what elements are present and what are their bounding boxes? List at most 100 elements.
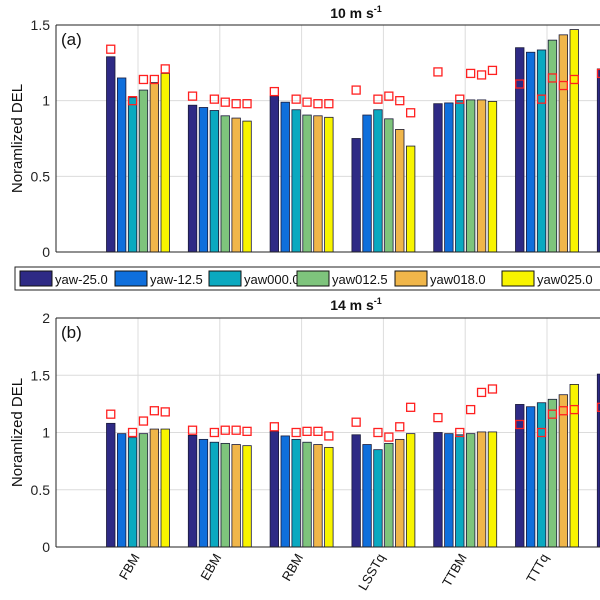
reference-marker — [313, 426, 323, 437]
reference-marker — [433, 412, 443, 423]
reference-marker — [127, 427, 138, 438]
reference-marker — [231, 425, 241, 435]
reference-marker — [395, 422, 405, 432]
chart-title-superscript: -1 — [374, 4, 382, 14]
reference-marker — [220, 97, 230, 107]
y-tick-label: 0 — [42, 244, 50, 260]
x-tick-label: RBM — [279, 551, 306, 584]
bar-yaw-12.5 — [444, 433, 454, 548]
bar-yaw018.0 — [149, 428, 160, 548]
y-tick-label: 0.5 — [31, 482, 51, 498]
bar-yaw-25.0 — [269, 95, 280, 253]
reference-marker — [291, 94, 301, 104]
reference-marker — [455, 94, 465, 104]
bar-yaw025.0 — [569, 384, 579, 548]
y-tick-label: 1 — [42, 93, 50, 109]
bar-yaw012.5 — [465, 433, 476, 548]
reference-marker — [547, 409, 558, 419]
bar-yaw000.0 — [536, 49, 547, 253]
reference-marker — [536, 427, 547, 438]
reference-marker — [302, 426, 312, 437]
reference-marker — [149, 406, 160, 416]
bar-yaw000.0 — [536, 402, 547, 548]
bar-yaw012.5 — [220, 115, 230, 253]
reference-marker — [558, 406, 568, 416]
reference-marker — [405, 108, 416, 118]
reference-marker — [465, 68, 476, 79]
panel-label: (b) — [61, 323, 82, 342]
x-tick-label: LSSTq — [355, 551, 388, 593]
reference-marker — [476, 387, 487, 398]
bar-yaw-25.0 — [187, 104, 198, 253]
reference-marker — [596, 402, 600, 412]
reference-marker — [160, 64, 170, 74]
reference-marker — [476, 70, 487, 80]
bar-yaw012.5 — [547, 39, 558, 253]
bar-yaw025.0 — [242, 445, 252, 548]
reference-marker — [465, 404, 476, 415]
reference-marker — [187, 425, 198, 435]
reference-marker — [384, 91, 394, 101]
bar-yaw-12.5 — [444, 102, 454, 253]
reference-marker — [242, 99, 252, 109]
legend-swatch-yaw012.5 — [296, 270, 330, 287]
reference-marker — [220, 425, 230, 435]
bar-yaw000.0 — [455, 100, 465, 253]
bar-yaw-12.5 — [198, 107, 209, 253]
legend-swatch-yaw025.0 — [501, 270, 535, 287]
reference-marker — [536, 94, 547, 104]
bar-yaw018.0 — [395, 129, 405, 253]
bar-yaw025.0 — [487, 431, 498, 548]
y-tick-label: 1.5 — [31, 367, 51, 383]
bar-yaw-12.5 — [526, 51, 536, 253]
reference-marker — [269, 86, 280, 97]
reference-marker — [351, 417, 361, 427]
reference-marker — [487, 384, 498, 394]
legend-label: yaw000.0 — [244, 272, 300, 287]
y-tick-label: 1.5 — [31, 17, 51, 33]
reference-marker — [127, 96, 138, 106]
legend-label: yaw025.0 — [537, 272, 593, 287]
y-axis-label: Noramlized DEL — [9, 84, 26, 193]
bar-yaw018.0 — [149, 82, 160, 253]
bar-yaw-25.0 — [515, 404, 525, 548]
bar-yaw018.0 — [231, 444, 241, 548]
reference-marker — [433, 67, 443, 77]
reference-marker — [558, 80, 568, 91]
legend-label: yaw018.0 — [430, 272, 486, 287]
bar-yaw-12.5 — [198, 438, 209, 548]
bar-yaw000.0 — [291, 438, 301, 548]
bar-yaw000.0 — [373, 449, 383, 548]
bar-yaw012.5 — [138, 433, 149, 548]
bar-yaw012.5 — [302, 114, 312, 253]
x-tick-label: TTTq — [523, 551, 552, 585]
bar-yaw012.5 — [220, 442, 230, 548]
bar-yaw012.5 — [302, 441, 312, 548]
reference-marker — [395, 96, 405, 106]
bar-yaw012.5 — [384, 118, 394, 253]
reference-marker — [160, 407, 170, 417]
panel-a-chart: 0 0.5 1 1.5 (a) 10 m s-1 Noramlized DEL — [9, 4, 600, 260]
legend-label: yaw-25.0 — [55, 272, 108, 287]
bar-yaw025.0 — [324, 116, 334, 253]
legend-swatch-yaw-12.5 — [114, 270, 148, 287]
x-tick-label: TTBM — [439, 551, 470, 589]
bar-yaw018.0 — [313, 115, 323, 253]
bar-yaw018.0 — [558, 394, 568, 548]
x-tick-label: FBM — [116, 551, 143, 582]
bar-yaw025.0 — [487, 101, 498, 253]
bar-yaw012.5 — [465, 99, 476, 253]
reference-marker — [384, 432, 394, 442]
reference-marker — [291, 427, 301, 438]
legend-label: yaw-12.5 — [150, 272, 203, 287]
bar-yaw000.0 — [291, 109, 301, 253]
bar-yaw000.0 — [209, 110, 220, 253]
reference-marker — [596, 68, 600, 79]
reference-marker — [569, 404, 579, 415]
bar-yaw012.5 — [138, 89, 149, 253]
bar-yaw000.0 — [127, 97, 138, 253]
bar-yaw025.0 — [324, 446, 334, 548]
bar-yaw000.0 — [455, 434, 465, 548]
bar-yaw018.0 — [231, 117, 241, 253]
bar-yaw-12.5 — [362, 114, 372, 253]
